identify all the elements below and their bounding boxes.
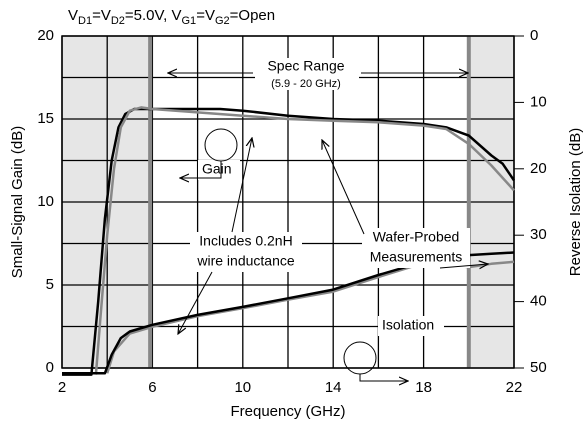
annotations: Spec Range (5.9 - 20 GHz) Gain Isolation… <box>168 58 488 381</box>
title-part: =V <box>196 7 215 24</box>
y-tick-label: 10 <box>37 193 54 210</box>
data-line <box>106 260 515 374</box>
label-box <box>362 228 470 268</box>
y-tick-label: 20 <box>37 27 54 44</box>
data-line <box>62 107 516 376</box>
title-part: D2 <box>111 15 125 27</box>
chart-title: VD1=VD2=5.0V, VG1=VG2=Open <box>68 7 275 27</box>
y2-tick-label: 30 <box>530 226 547 243</box>
title-part: D1 <box>78 15 92 27</box>
y-tick-label: 5 <box>46 276 54 293</box>
title-part: V <box>68 7 78 24</box>
annotation: wire inductance <box>196 253 294 269</box>
y-tick-label: 15 <box>37 110 54 127</box>
x-tick-label: 2 <box>58 379 66 396</box>
annotation: Measurements <box>370 249 463 265</box>
x-tick-label: 10 <box>234 379 251 396</box>
x-axis-label: Frequency (GHz) <box>230 403 345 420</box>
annotation: Gain <box>202 161 232 177</box>
title-part: =V <box>92 7 111 24</box>
arrow <box>180 161 222 178</box>
label-box <box>255 58 359 90</box>
arrow <box>439 264 488 268</box>
y2-tick-label: 20 <box>530 160 547 177</box>
label-box <box>378 316 444 336</box>
annotation: Wafer-Probed <box>373 229 460 245</box>
y-axis-label: Small-Signal Gain (dB) <box>9 126 26 279</box>
title-part: =Open <box>230 7 275 24</box>
annotation: Includes 0.2nH <box>199 233 292 249</box>
title-part: G1 <box>182 15 197 27</box>
y2-tick-label: 10 <box>530 93 547 110</box>
annotation: (5.9 - 20 GHz) <box>271 78 341 90</box>
data-line <box>94 106 515 375</box>
arrow <box>322 140 365 235</box>
background <box>61 35 524 369</box>
title-part: =5.0V, V <box>125 7 182 24</box>
label-box <box>190 232 302 272</box>
arrow <box>178 271 213 334</box>
y-tick-label: 0 <box>46 359 54 376</box>
circle <box>204 128 238 162</box>
arrow <box>231 138 252 233</box>
y2-tick-label: 40 <box>530 293 547 310</box>
circle <box>343 341 377 375</box>
arrow <box>359 374 408 381</box>
x-tick-label: 18 <box>415 379 432 396</box>
x-tick-label: 14 <box>325 379 342 396</box>
y2-tick-label: 50 <box>530 359 547 376</box>
title-part: G2 <box>215 15 230 27</box>
y2-axis-label: Reverse Isolation (dB) <box>567 128 584 276</box>
label-box <box>198 160 240 180</box>
x-tick-label: 22 <box>506 379 523 396</box>
x-tick-label: 6 <box>148 379 156 396</box>
y2-tick-label: 0 <box>530 27 538 44</box>
annotation: Spec Range <box>267 58 344 74</box>
plot-frame <box>61 35 515 369</box>
annotation: Isolation <box>382 317 434 333</box>
